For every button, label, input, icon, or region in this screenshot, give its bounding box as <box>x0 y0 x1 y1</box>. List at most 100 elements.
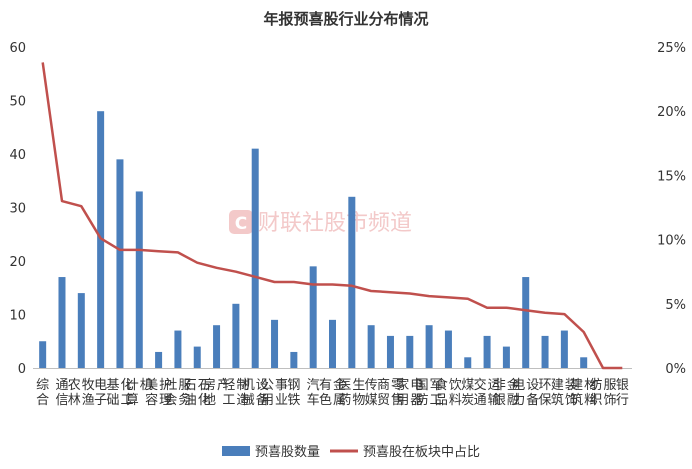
category-label: 防 <box>416 392 429 408</box>
bar <box>425 325 433 368</box>
category-label: 属 <box>333 393 346 408</box>
watermark-logo-letter: C <box>235 214 247 234</box>
category-label: 美 <box>145 378 158 393</box>
category-label: 电 <box>410 378 423 393</box>
bar <box>309 266 317 368</box>
y-right-tick-label: 5% <box>665 298 686 313</box>
category-label: 传 <box>365 378 378 393</box>
bar <box>386 335 394 368</box>
category-label: 保 <box>539 393 552 408</box>
category-label: 饰 <box>565 393 578 408</box>
category-label: 铁 <box>287 393 300 408</box>
bar <box>522 277 530 368</box>
bar <box>116 159 124 368</box>
category-label: 钢 <box>287 378 300 393</box>
bar <box>174 330 182 368</box>
category-label: 金 <box>507 377 520 393</box>
category-label: 服 <box>604 378 617 393</box>
category-label: 车 <box>307 392 320 408</box>
legend-label-bar: 预喜股数量 <box>255 445 320 460</box>
category-label: 公 <box>261 378 274 393</box>
category-label: 算 <box>126 393 139 408</box>
category-label: 务 <box>178 392 191 408</box>
category-label: 备 <box>526 392 539 408</box>
bar <box>58 277 66 368</box>
category-label: 饰 <box>604 393 617 408</box>
bar <box>232 303 240 368</box>
y-right-tick-label: 20% <box>657 105 686 120</box>
bar <box>213 325 221 368</box>
category-label: 通 <box>474 393 487 408</box>
category-label: 品 <box>435 393 448 408</box>
category-label: 社 <box>164 377 177 393</box>
category-label: 贸 <box>377 393 390 408</box>
category-label: 林 <box>68 393 81 408</box>
legend-label-line: 预喜股在板块中占比 <box>363 445 480 460</box>
y-right-tick-label: 25% <box>657 41 686 56</box>
y-right-tick-label: 15% <box>657 169 686 184</box>
bar <box>367 325 375 368</box>
category-label: 筑 <box>551 392 564 408</box>
category-label: 银 <box>493 393 506 408</box>
category-label: 石 <box>198 378 211 393</box>
ratio-line <box>41 62 623 370</box>
category-label: 食 <box>435 377 448 393</box>
bar <box>560 330 568 368</box>
category-label: 设 <box>526 378 539 393</box>
y-right-tick-label: 0% <box>665 362 686 377</box>
bar <box>39 341 47 368</box>
bar <box>348 196 356 368</box>
y-left-tick-label: 0 <box>18 362 26 377</box>
y-left-tick-label: 30 <box>9 202 26 217</box>
category-label: 械 <box>242 393 255 408</box>
y-right-tick-label: 10% <box>657 234 686 249</box>
category-label: 渔 <box>82 393 95 408</box>
category-label: 非 <box>493 378 506 393</box>
category-label: 服 <box>178 378 191 393</box>
bar <box>329 319 336 368</box>
y-left-tick-label: 50 <box>9 95 26 110</box>
category-label: 础 <box>106 393 119 408</box>
category-label: 用 <box>261 393 274 408</box>
category-label: 用 <box>396 393 409 408</box>
category-label: 商 <box>377 378 390 393</box>
category-label: 行 <box>616 393 629 408</box>
category-label: 建 <box>570 378 583 393</box>
watermark-logo <box>229 210 253 234</box>
category-label: 材 <box>584 378 597 393</box>
category-label: 制 <box>236 378 249 393</box>
category-label: 化 <box>120 378 133 393</box>
category-label: 器 <box>410 393 423 408</box>
category-label: 零 <box>391 378 404 393</box>
category-label: 银 <box>616 378 629 393</box>
bar <box>251 148 259 368</box>
category-label: 交 <box>474 377 487 393</box>
legend: 预喜股数量 预喜股在板块中占比 <box>222 445 480 460</box>
category-label: 织 <box>590 393 603 408</box>
y-left-tick-label: 60 <box>9 41 26 56</box>
category-label: 轻 <box>222 378 235 393</box>
category-label: 媒 <box>365 393 378 408</box>
category-label: 有 <box>319 378 332 393</box>
category-label: 药 <box>338 393 351 408</box>
category-label: 合 <box>36 393 49 408</box>
bar <box>502 346 510 368</box>
category-label: 建 <box>551 378 564 393</box>
category-label: 计 <box>126 378 139 393</box>
category-label: 通 <box>55 378 68 393</box>
category-label: 农 <box>68 378 81 393</box>
chart-title: 年报预喜股行业分布情况 <box>263 10 428 28</box>
category-label: 输 <box>488 392 501 408</box>
category-label: 机 <box>140 378 153 393</box>
category-label: 医 <box>338 378 351 393</box>
category-label: 事 <box>275 378 288 393</box>
category-label: 理 <box>159 393 172 408</box>
category-label: 金 <box>333 377 346 393</box>
category-label: 物 <box>352 393 365 408</box>
category-label: 生 <box>352 378 365 393</box>
legend-swatch-bar <box>222 446 250 456</box>
category-label: 工 <box>430 393 443 408</box>
category-label: 装 <box>565 378 578 393</box>
